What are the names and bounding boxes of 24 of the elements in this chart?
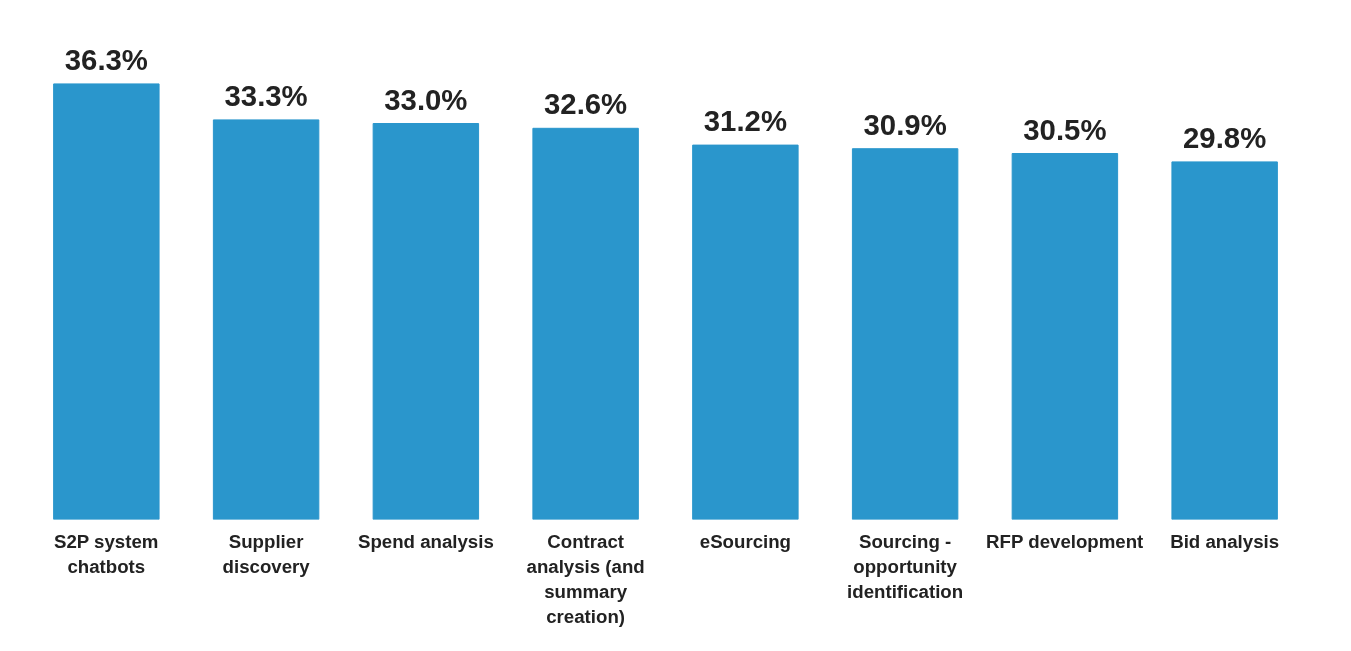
bar — [851, 148, 959, 520]
bar — [212, 119, 320, 520]
data-label: 30.9% — [863, 107, 947, 141]
x-tick-label: S2P system chatbots — [53, 530, 159, 577]
x-tick-label: Contract analysis (and summary creation) — [526, 530, 645, 628]
x-tick-label: Bid analysis — [1170, 530, 1280, 552]
bar — [532, 127, 639, 520]
data-label: 33.3% — [224, 78, 308, 112]
bar — [1171, 161, 1278, 520]
data-label: 33.0% — [384, 82, 468, 116]
x-tick-label: Spend analysis — [357, 530, 494, 552]
x-tick-label: eSourcing — [699, 530, 791, 552]
bar — [1011, 153, 1119, 520]
bar — [372, 123, 480, 520]
x-tick-label: Supplier discovery — [222, 530, 311, 577]
data-label: 31.2% — [703, 104, 787, 138]
x-tick-label: Sourcing - opportunity identification — [847, 530, 964, 602]
data-label: 36.3% — [64, 42, 148, 76]
data-label: 29.8% — [1183, 120, 1267, 154]
data-label: 30.5% — [1023, 112, 1107, 146]
x-tick-label: RFP development — [986, 530, 1144, 552]
data-label: 32.6% — [544, 87, 628, 121]
bar — [53, 83, 160, 520]
bar — [692, 144, 799, 520]
